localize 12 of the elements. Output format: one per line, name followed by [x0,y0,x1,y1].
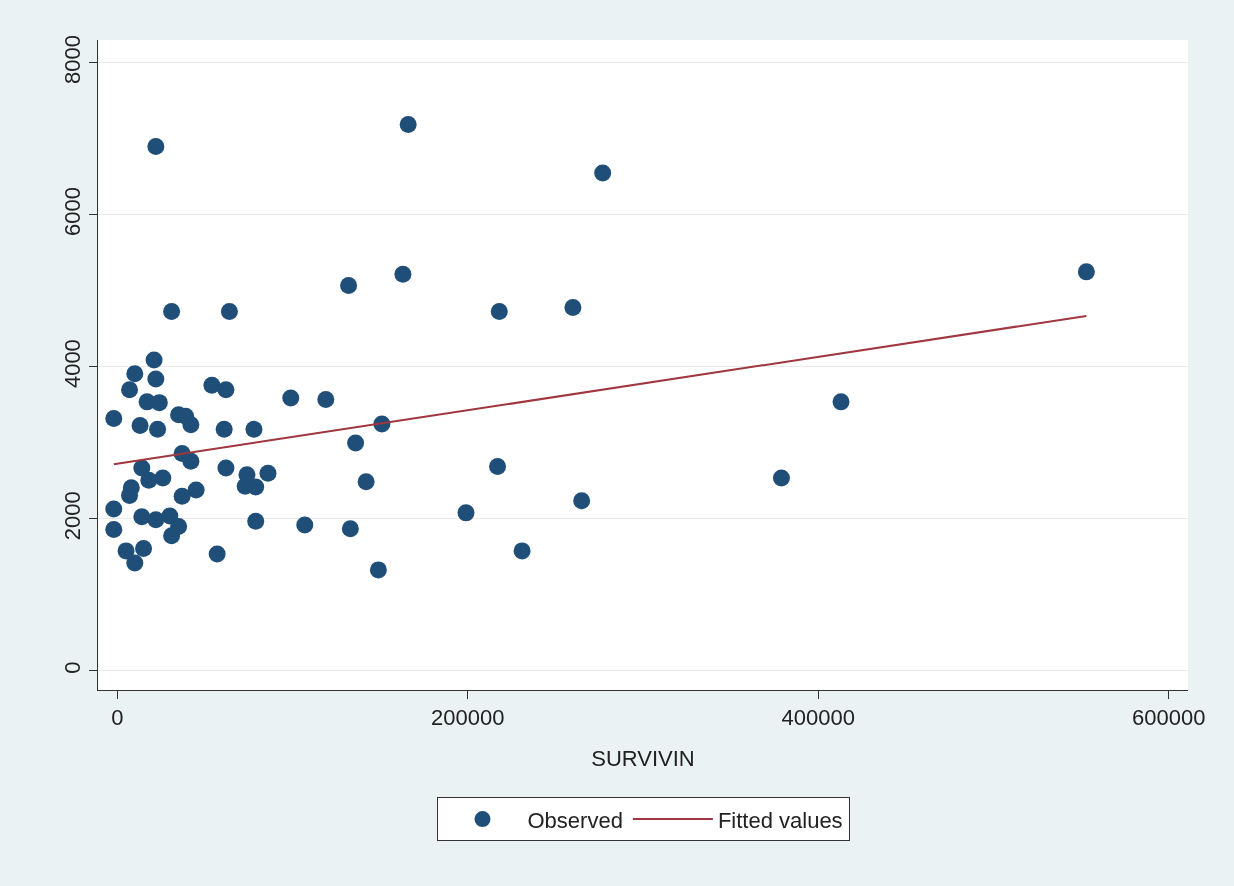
legend-label: Fitted values [717,807,843,833]
y-tick-label: 0 [60,661,86,674]
x-tick-label: 400000 [781,705,855,731]
y-tick-label: 2000 [60,491,86,541]
y-tick-label: 8000 [60,35,86,84]
x-tick-label: 600000 [1132,705,1206,731]
x-axis-title: SURVIVIN [591,746,695,771]
legend-label: Observed [527,807,623,833]
x-tick-label: 200000 [431,705,505,731]
x-tick-label: 0 [111,705,124,731]
y-tick-label: 4000 [60,339,86,389]
y-tick-label: 6000 [60,187,86,237]
